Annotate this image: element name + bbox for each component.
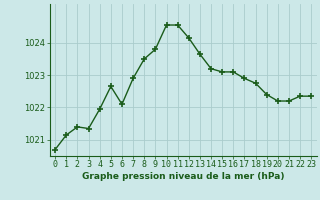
X-axis label: Graphe pression niveau de la mer (hPa): Graphe pression niveau de la mer (hPa): [82, 172, 284, 181]
